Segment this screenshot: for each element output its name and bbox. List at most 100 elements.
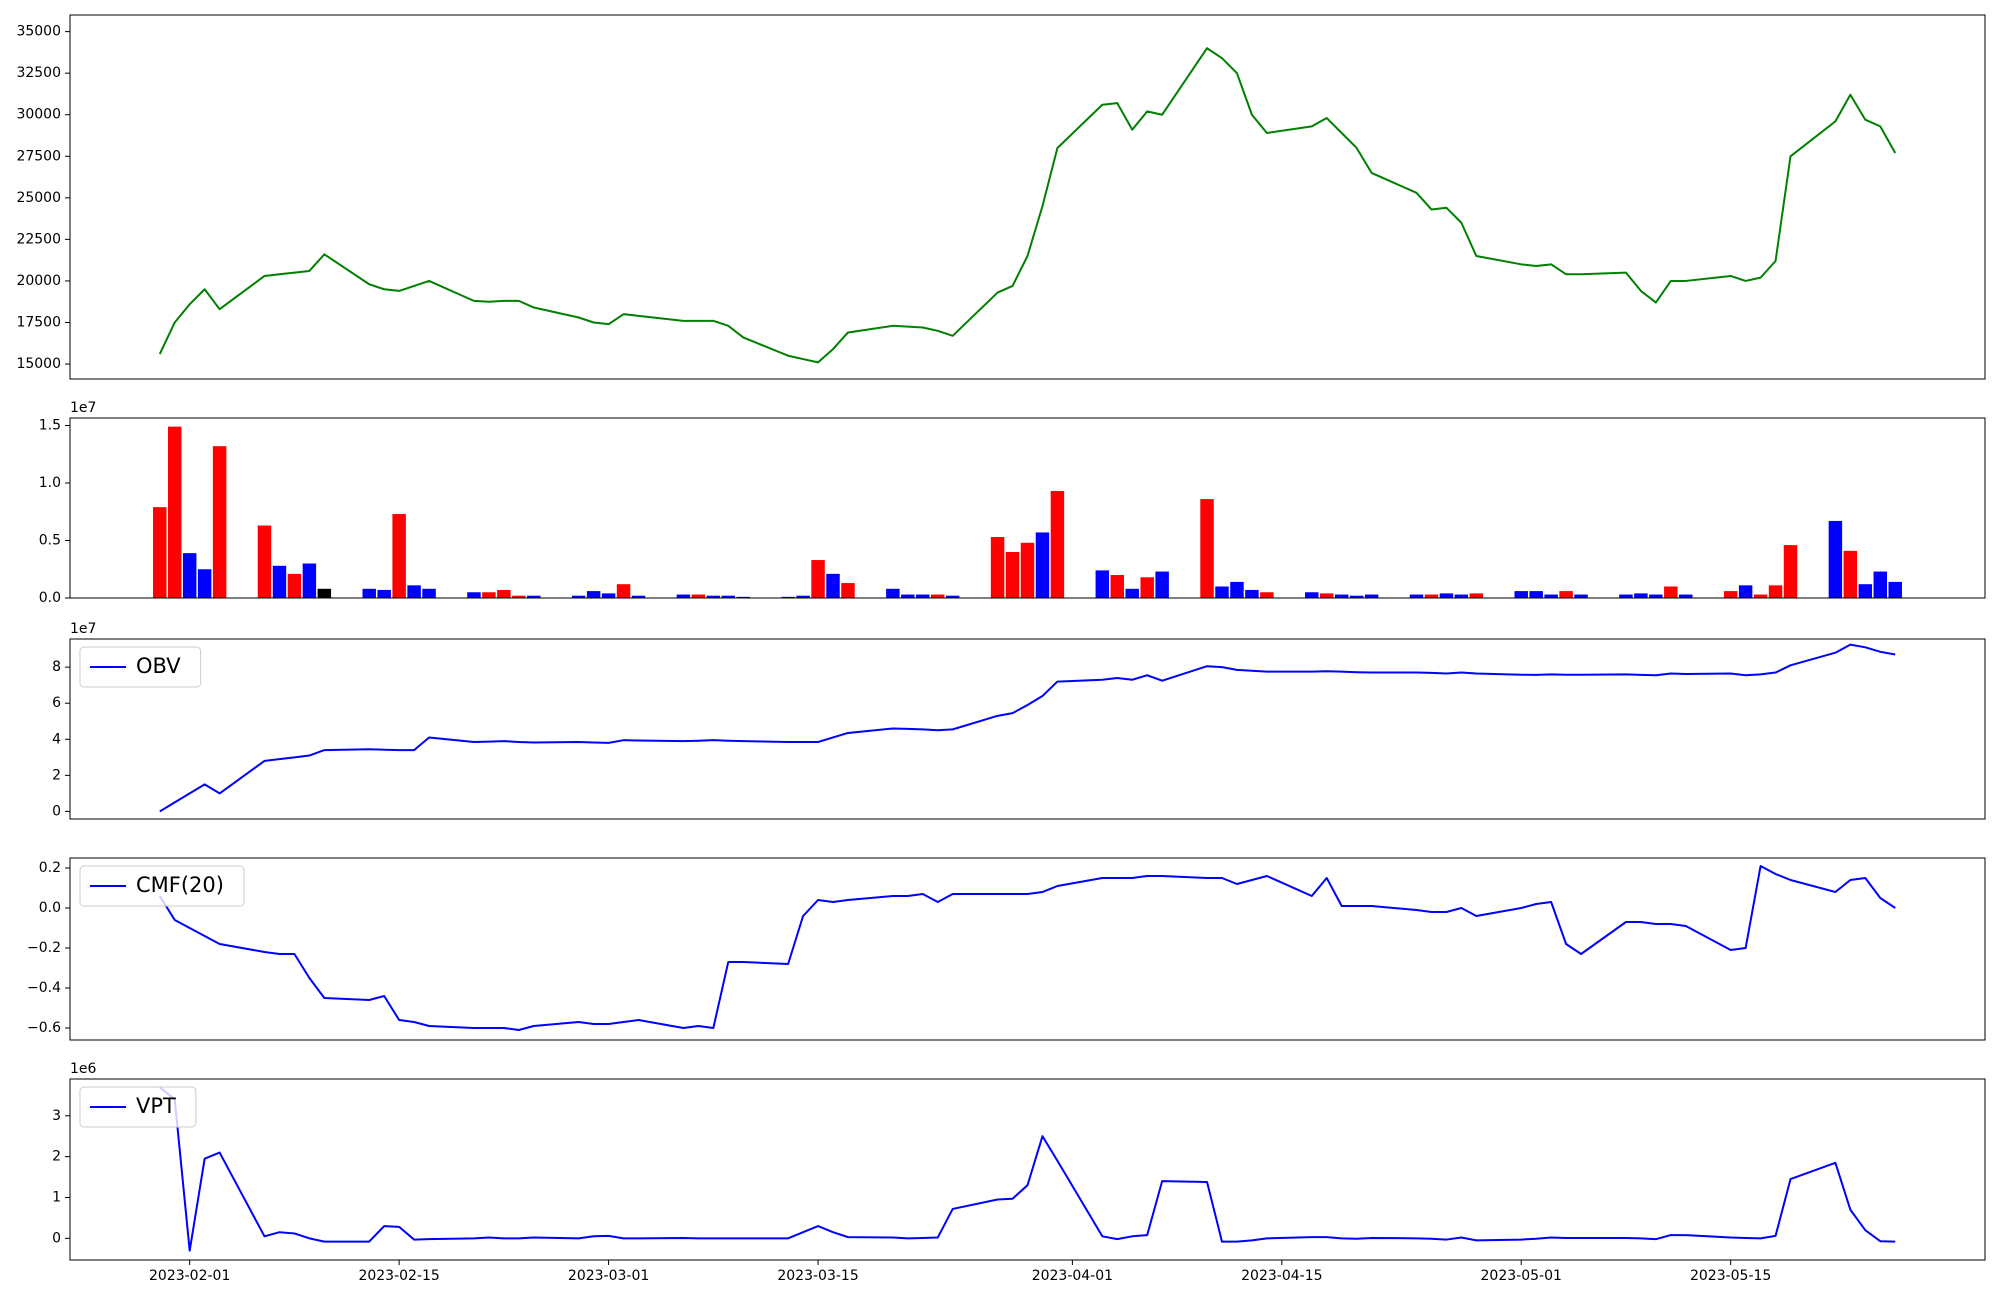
- bar: [931, 594, 945, 598]
- y-tick-label: 20000: [16, 273, 61, 289]
- legend-frame: [79, 865, 245, 907]
- bar: [1305, 592, 1319, 598]
- y-tick-label: 1: [52, 1189, 61, 1205]
- y-tick-label: 0: [52, 803, 61, 819]
- bar: [811, 560, 825, 598]
- data-line: [159, 643, 1896, 813]
- x-tick-label: 2023-03-01: [568, 1268, 649, 1284]
- bar: [1035, 532, 1050, 598]
- bar: [1349, 595, 1364, 598]
- bar: [287, 573, 302, 598]
- bar: [302, 563, 317, 598]
- panel: 0 1 2 3 1e6 VPT 2023-02-01 2023-02-15 2023-03-01…: [52, 1061, 1986, 1284]
- bar: [512, 595, 526, 598]
- y-tick-label: 0.0: [39, 900, 61, 916]
- legend: VPT: [79, 1086, 197, 1128]
- y-tick-label: 32500: [16, 65, 61, 81]
- y-tick-label: 15000: [16, 356, 61, 372]
- x-tick-label: 2023-05-15: [1690, 1268, 1771, 1284]
- bar: [1230, 581, 1244, 598]
- data-line: [158, 865, 1896, 1031]
- bar: [197, 569, 212, 598]
- y-tick-label: 35000: [16, 24, 61, 40]
- bar: [407, 585, 421, 598]
- offset-label: 1e6: [70, 1061, 97, 1077]
- y-tick-label: −0.2: [27, 940, 61, 956]
- bar: [1095, 570, 1110, 598]
- bar: [736, 596, 750, 598]
- bar: [1260, 592, 1274, 598]
- legend-label: VPT: [136, 1094, 176, 1118]
- bar: [841, 583, 855, 598]
- bar: [527, 595, 541, 598]
- bar: [990, 537, 1005, 598]
- offset-label: 1e7: [70, 400, 96, 416]
- bar: [1544, 594, 1558, 598]
- bar: [1200, 499, 1214, 598]
- bar: [422, 588, 436, 598]
- bar: [631, 595, 646, 598]
- y-tick-label: 1.5: [39, 417, 61, 433]
- bar: [1364, 594, 1379, 598]
- bar: [1723, 591, 1738, 598]
- bar: [721, 595, 736, 598]
- legend-frame: [79, 1086, 197, 1128]
- bar: [1050, 491, 1065, 598]
- bar: [482, 592, 496, 598]
- bar: [1005, 551, 1020, 598]
- bar: [901, 594, 915, 598]
- bar: [796, 595, 810, 598]
- bar: [182, 553, 197, 598]
- bar: [1649, 594, 1663, 598]
- bar: [1140, 577, 1154, 598]
- y-tick-label: 8: [52, 659, 61, 675]
- bar: [601, 593, 616, 598]
- bar: [362, 588, 376, 598]
- y-tick-label: 3: [52, 1108, 61, 1124]
- bar: [1215, 586, 1229, 598]
- bar: [1634, 593, 1648, 598]
- bar: [886, 588, 900, 598]
- bar: [1020, 542, 1035, 598]
- panel: 15000 17500 20000 22500 25000 27500 30000 32500…: [16, 14, 1986, 380]
- bar: [706, 595, 721, 598]
- bar: [1529, 591, 1543, 598]
- y-tick-label: 27500: [16, 148, 61, 164]
- y-tick-label: 25000: [16, 190, 61, 206]
- bar: [317, 588, 332, 598]
- y-tick-label: −0.6: [27, 1020, 61, 1036]
- axes-frame: [69, 14, 1986, 380]
- bar: [1439, 593, 1454, 598]
- data-line: [158, 47, 1897, 364]
- bar: [676, 594, 691, 598]
- bar: [272, 565, 287, 598]
- panel: 0 2 4 6 8 1e7 OBV: [52, 621, 1986, 820]
- bar: [1334, 594, 1349, 598]
- y-tick-label: 2: [52, 767, 61, 783]
- bar: [1155, 571, 1169, 598]
- x-tick-label: 2023-03-15: [777, 1268, 858, 1284]
- x-tick-label: 2023-04-15: [1241, 1268, 1322, 1284]
- bar: [1843, 550, 1858, 598]
- bar: [1125, 588, 1139, 598]
- y-tick-label: 6: [52, 695, 61, 711]
- y-tick-label: 30000: [16, 107, 61, 123]
- bar: [1424, 594, 1439, 598]
- bar: [1245, 589, 1259, 598]
- y-tick-label: 1.0: [39, 475, 61, 491]
- bar: [1768, 585, 1783, 598]
- bar: [1888, 581, 1902, 598]
- x-tick-label: 2023-02-01: [149, 1268, 230, 1284]
- bar: [691, 594, 706, 598]
- legend-label: OBV: [136, 654, 181, 678]
- bar: [1679, 594, 1693, 598]
- bar: [1858, 584, 1873, 598]
- bar: [212, 446, 227, 598]
- bar: [1574, 594, 1588, 598]
- data-line: [159, 1086, 1896, 1252]
- axes-frame: [69, 417, 1986, 599]
- bar: [586, 591, 601, 598]
- bar: [916, 594, 930, 598]
